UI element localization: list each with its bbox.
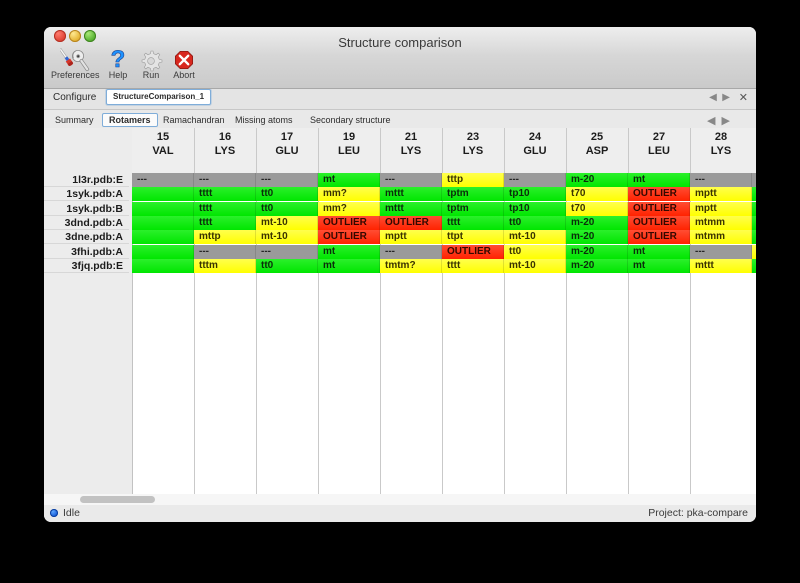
svg-text:?: ?	[111, 47, 126, 73]
